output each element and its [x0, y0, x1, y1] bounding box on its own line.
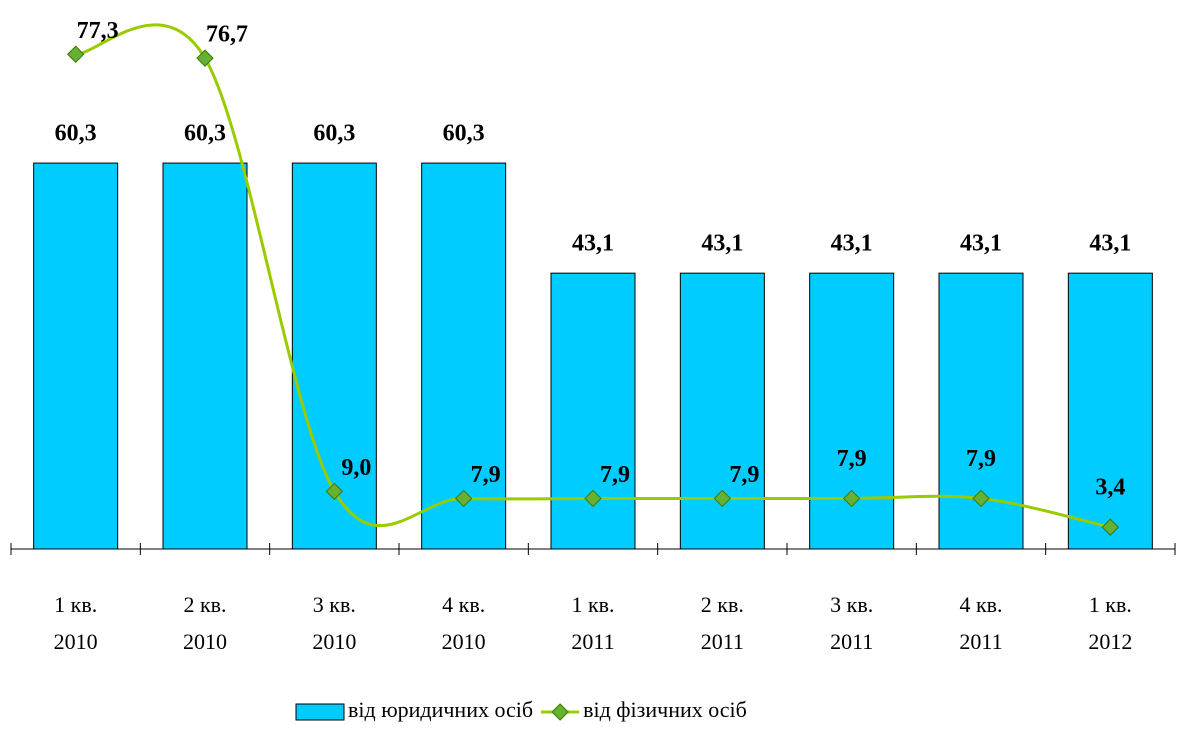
line-marker [325, 482, 344, 501]
bar-value-label: 43,1 [701, 231, 743, 257]
line-value-label: 7,9 [729, 462, 759, 488]
x-tick-label: 2010 [54, 629, 98, 654]
bar-value-label: 60,3 [55, 121, 97, 147]
legend-label: від юридичних осіб [348, 697, 533, 722]
x-tick-label: 2010 [312, 629, 356, 654]
bar-value-label: 60,3 [184, 121, 226, 147]
x-tick-label: 3 кв. [830, 592, 873, 617]
line-marker [842, 489, 861, 508]
line-value-label: 7,9 [837, 446, 867, 472]
x-tick-label: 1 кв. [571, 592, 614, 617]
x-tick-label: 2011 [701, 629, 744, 654]
line-value-label: 7,9 [471, 462, 501, 488]
bar-value-label: 43,1 [1089, 231, 1131, 257]
legend-swatch [295, 703, 345, 721]
x-tick-label: 4 кв. [959, 592, 1002, 617]
line-marker [1101, 518, 1120, 536]
x-tick-label: 1 кв. [54, 592, 97, 617]
bar [679, 272, 765, 550]
bar [938, 272, 1024, 550]
x-tick-label: 2010 [183, 629, 227, 654]
bar-value-label: 43,1 [960, 231, 1002, 257]
bar-value-label: 60,3 [313, 121, 355, 147]
line [75, 23, 1111, 529]
x-tick-label: 2 кв. [183, 592, 226, 617]
bar-value-label: 60,3 [443, 121, 485, 147]
x-tick-label: 4 кв. [442, 592, 485, 617]
line-value-label: 7,9 [966, 446, 996, 472]
x-tick-label: 2012 [1088, 629, 1132, 654]
bar-value-label: 43,1 [831, 231, 873, 257]
bar [421, 162, 507, 550]
x-tick-label: 3 кв. [313, 592, 356, 617]
line-value-label: 76,7 [206, 22, 248, 48]
line-marker [713, 489, 732, 508]
line-value-label: 9,0 [341, 455, 371, 481]
x-tick-label: 1 кв. [1089, 592, 1132, 617]
line-value-label: 77,3 [77, 18, 119, 44]
bar [809, 272, 895, 550]
x-tick-label: 2011 [571, 629, 614, 654]
line-value-label: 7,9 [600, 462, 630, 488]
x-tick-label: 2 кв. [701, 592, 744, 617]
line-marker [972, 489, 990, 508]
bar [33, 162, 119, 550]
bar [1067, 272, 1153, 550]
x-tick-label: 2011 [959, 629, 1002, 654]
line-value-label: 3,4 [1095, 475, 1125, 501]
bar [550, 272, 636, 550]
bar-value-label: 43,1 [572, 231, 614, 257]
line-marker [584, 489, 602, 508]
line-marker [454, 489, 473, 508]
line-marker [66, 45, 85, 63]
legend-marker [551, 703, 569, 721]
bar [162, 162, 248, 550]
line-marker [196, 49, 214, 67]
legend-label: від фізичних осіб [583, 697, 747, 722]
x-tick-label: 2010 [442, 629, 486, 654]
x-tick-label: 2011 [830, 629, 873, 654]
